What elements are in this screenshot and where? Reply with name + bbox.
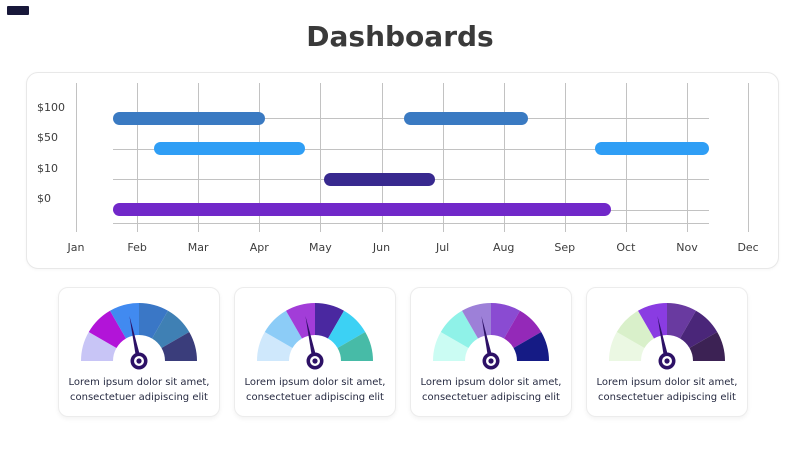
x-axis-label: Apr bbox=[249, 241, 269, 254]
gauge-segment-4 bbox=[315, 303, 344, 339]
month-gridline bbox=[259, 83, 261, 232]
gauge-hub-3 bbox=[312, 358, 318, 364]
x-axis-label: Nov bbox=[676, 241, 698, 254]
gauge-segment-6 bbox=[161, 332, 197, 361]
gauge-segment-1 bbox=[433, 332, 469, 361]
logo-mark bbox=[7, 6, 29, 15]
y-axis-label: $0 bbox=[37, 192, 51, 205]
gauge-needle bbox=[481, 316, 494, 362]
gauge-caption: Lorem ipsum dolor sit amet, consectetuer … bbox=[69, 375, 210, 405]
gauge-dial bbox=[609, 303, 725, 370]
x-axis-label: Jun bbox=[372, 241, 391, 254]
gauge-segment-1 bbox=[609, 332, 645, 361]
month-gridline bbox=[320, 83, 322, 232]
gauge-segment-4 bbox=[139, 303, 168, 339]
x-axis-label: Aug bbox=[492, 241, 515, 254]
gauge-hub-3 bbox=[488, 358, 494, 364]
gauge-caption-line2: consectetuer adipiscing elit bbox=[246, 392, 384, 403]
y-axis-label: $10 bbox=[37, 161, 58, 175]
gantt-bar bbox=[594, 142, 709, 155]
gauge-segment-4 bbox=[491, 303, 520, 339]
gauge-needle bbox=[657, 316, 670, 362]
row-gridline bbox=[113, 148, 709, 150]
gauge-segment-5 bbox=[504, 310, 542, 348]
gantt-bar bbox=[404, 111, 529, 125]
gauge-card: Lorem ipsum dolor sit amet, consectetuer … bbox=[410, 287, 572, 417]
gauge-caption-line2: consectetuer adipiscing elit bbox=[422, 392, 560, 403]
gauge-card-row: Lorem ipsum dolor sit amet, consectetuer … bbox=[58, 287, 748, 417]
gauge-segment-4 bbox=[667, 303, 696, 339]
gauge-caption-line1: Lorem ipsum dolor sit amet, bbox=[68, 377, 210, 388]
gauge-segment-5 bbox=[328, 310, 366, 348]
y-axis-label: $50 bbox=[37, 131, 58, 144]
gauge-card: Lorem ipsum dolor sit amet, consectetuer … bbox=[586, 287, 748, 417]
gauge-caption-line1: Lorem ipsum dolor sit amet, bbox=[420, 377, 562, 388]
gauge-dial bbox=[257, 303, 373, 370]
gauge-card: Lorem ipsum dolor sit amet, consectetuer … bbox=[234, 287, 396, 417]
gauge-card: Lorem ipsum dolor sit amet, consectetuer … bbox=[58, 287, 220, 417]
month-gridline bbox=[564, 83, 566, 232]
gantt-bar bbox=[324, 172, 436, 186]
x-axis-label: May bbox=[309, 241, 332, 254]
x-axis-label: Jul bbox=[435, 241, 450, 254]
gauge-caption-line1: Lorem ipsum dolor sit amet, bbox=[596, 377, 738, 388]
gauge-caption: Lorem ipsum dolor sit amet, consectetuer … bbox=[245, 375, 386, 405]
gauge-caption: Lorem ipsum dolor sit amet, consectetuer … bbox=[421, 375, 562, 405]
month-gridline bbox=[137, 83, 139, 232]
month-gridline bbox=[748, 83, 750, 232]
gauge-segment-6 bbox=[337, 332, 373, 361]
month-gridline bbox=[381, 83, 383, 232]
gauge-dial bbox=[81, 303, 197, 370]
month-gridline bbox=[198, 83, 200, 232]
x-axis-label: Mar bbox=[187, 241, 209, 254]
gauge-hub-3 bbox=[664, 358, 670, 364]
gauge-segment-6 bbox=[689, 332, 725, 361]
y-axis-label: $100 bbox=[37, 100, 65, 114]
month-gridline bbox=[687, 83, 688, 232]
page-title: Dashboards bbox=[306, 20, 494, 53]
x-axis-label: Sep bbox=[554, 241, 576, 254]
gantt-bar bbox=[154, 142, 306, 155]
gauge-segment-2 bbox=[616, 310, 654, 348]
gauge-hub-3 bbox=[136, 358, 142, 364]
gauge-segment-2 bbox=[88, 310, 126, 348]
axis-baseline bbox=[113, 222, 709, 224]
month-gridline bbox=[503, 83, 505, 232]
gauge-segment-5 bbox=[680, 310, 718, 348]
gauge-segment-2 bbox=[440, 310, 478, 348]
gauge-segment-2 bbox=[264, 310, 302, 348]
gantt-chart: Jan Feb Mar Apr May Jun Jul Aug Sep Oct Nov Dec $100… bbox=[27, 73, 778, 268]
gauge-segment-5 bbox=[152, 310, 190, 348]
x-axis-label: Jan bbox=[67, 241, 85, 254]
gauge-dial bbox=[433, 303, 549, 370]
gauge-segment-6 bbox=[513, 332, 549, 361]
gantt-chart-card: Jan Feb Mar Apr May Jun Jul Aug Sep Oct Nov Dec $100… bbox=[26, 72, 779, 269]
month-gridline bbox=[76, 83, 77, 232]
gauge-caption-line2: consectetuer adipiscing elit bbox=[70, 392, 208, 403]
gauge-caption-line2: consectetuer adipiscing elit bbox=[598, 392, 736, 403]
gauge-segment-1 bbox=[257, 332, 293, 361]
gauge-caption-line1: Lorem ipsum dolor sit amet, bbox=[244, 377, 386, 388]
gauge-needle bbox=[305, 316, 318, 362]
gantt-bar bbox=[113, 111, 265, 125]
month-gridline bbox=[442, 83, 444, 232]
gantt-bar bbox=[113, 203, 612, 216]
x-axis-label: Dec bbox=[737, 241, 759, 254]
gauge-needle bbox=[129, 316, 142, 362]
x-axis-label: Oct bbox=[616, 241, 636, 254]
gauge-caption: Lorem ipsum dolor sit amet, consectetuer … bbox=[597, 375, 738, 405]
x-axis-label: Feb bbox=[127, 241, 147, 254]
gauge-segment-1 bbox=[81, 332, 117, 361]
month-gridline bbox=[625, 83, 627, 232]
